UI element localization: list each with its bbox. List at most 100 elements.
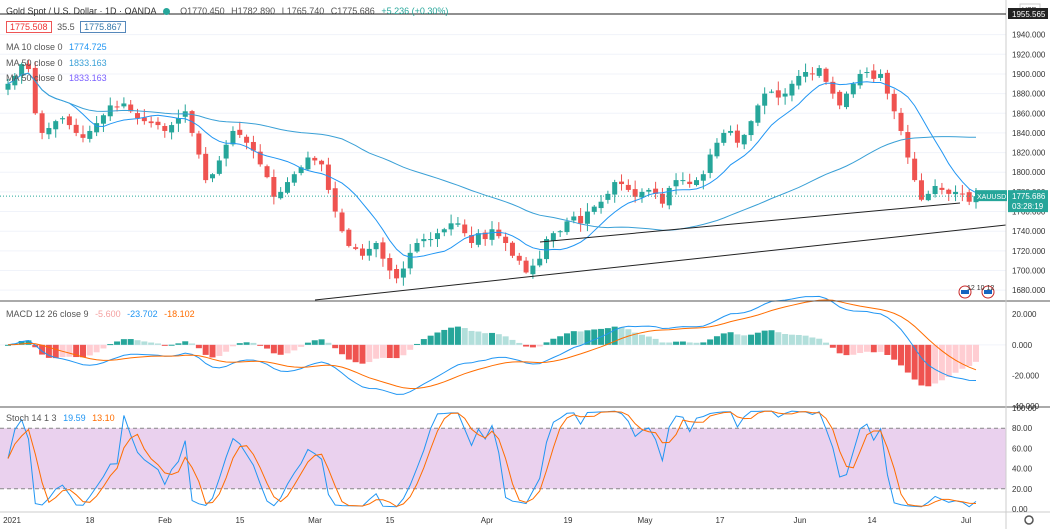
- candle-body: [898, 112, 904, 131]
- macd-histogram-bar: [236, 343, 243, 345]
- macd-line-value: -23.702: [127, 309, 158, 319]
- candle-body: [366, 248, 372, 256]
- macd-histogram-bar: [298, 344, 305, 347]
- macd-histogram-bar: [713, 336, 720, 345]
- stoch-tick-label: 80.00: [1012, 424, 1033, 433]
- macd-histogram-bar: [836, 344, 843, 354]
- macd-histogram-bar: [332, 344, 339, 349]
- macd-histogram-bar: [52, 344, 59, 359]
- macd-axis[interactable]: 20.000 0.000 -20.000 -40.000: [1012, 310, 1040, 411]
- candle-body: [469, 235, 475, 243]
- macd-histogram-bar: [563, 333, 570, 345]
- ma50-label: MA 50 close 0: [6, 58, 63, 68]
- events-label: 12 10 12: [967, 285, 994, 292]
- macd-histogram-bar: [148, 342, 155, 345]
- time-tick-label: 18: [86, 516, 95, 525]
- macd-histogram-bar: [550, 338, 557, 345]
- candle-body: [353, 247, 359, 249]
- high-value: H1782.890: [231, 6, 276, 16]
- candle-body: [571, 216, 577, 221]
- candle-body: [60, 118, 66, 120]
- ma10-label: MA 10 close 0: [6, 42, 63, 52]
- stoch-k-line: [7, 410, 977, 508]
- candle-body: [598, 201, 604, 209]
- change-value: +5.236 (+0.30%): [381, 6, 449, 16]
- macd-histogram-bar: [659, 342, 666, 345]
- candle-body: [175, 118, 181, 124]
- candle-body: [196, 133, 202, 155]
- stoch-tick-label: 0.00: [1012, 505, 1028, 514]
- candle-body: [162, 125, 168, 131]
- settings-gear-icon[interactable]: [1024, 515, 1034, 525]
- stoch-d-line: [7, 410, 977, 508]
- candle-body: [782, 93, 788, 97]
- stoch-legend[interactable]: Stoch 14 1 3 19.59 13.10: [6, 413, 115, 423]
- macd-histogram-bar: [577, 331, 584, 345]
- candle-body: [5, 83, 11, 90]
- candle-body: [605, 193, 611, 200]
- candle-body: [550, 233, 556, 241]
- last-price-box: [1008, 190, 1048, 213]
- macd-histogram-bar: [748, 334, 755, 345]
- macd-histogram-bar: [73, 344, 80, 358]
- macd-histogram-bar: [161, 344, 168, 346]
- candle-body: [789, 83, 795, 96]
- macd-histogram-bar: [679, 341, 686, 345]
- candle-body: [728, 130, 734, 133]
- candle-body: [843, 93, 849, 108]
- last-price-label: 1775.686: [1012, 192, 1046, 201]
- countdown-label: 03:28:19: [1012, 202, 1044, 211]
- sell-button[interactable]: 1775.508: [6, 21, 52, 33]
- macd-histogram-bar: [823, 342, 830, 345]
- time-axis[interactable]: 2021 18 Feb 15 Mar 15 Apr 19 May 17 Jun 14 Jul: [3, 515, 1034, 525]
- macd-histogram-bar: [250, 342, 257, 345]
- candle-body: [591, 206, 597, 212]
- candle-body: [673, 180, 679, 187]
- macd-histogram-bar: [441, 329, 448, 345]
- macd-histogram-bar: [775, 332, 782, 345]
- macd-histogram-bar: [795, 334, 802, 345]
- price-axis[interactable]: 1940.000 1920.000 1900.000 1880.000 1860.000…: [0, 3, 1048, 295]
- ma10-value: 1774.725: [69, 42, 107, 52]
- macd-histogram-bar: [468, 330, 475, 345]
- us-flag-canton-icon: [984, 290, 992, 294]
- macd-histogram-bar: [39, 344, 46, 355]
- candle-body: [278, 191, 284, 199]
- macd-histogram-bar: [189, 343, 196, 345]
- candle-body: [291, 174, 297, 183]
- candle-body: [387, 258, 393, 271]
- candle-body: [373, 243, 379, 250]
- ma50-legend[interactable]: MA 50 close 0 1833.163: [6, 58, 107, 68]
- stoch-axis[interactable]: 100.00 80.00 60.00 40.00 20.00 0.00: [1012, 404, 1037, 514]
- macd-histogram-bar: [536, 344, 543, 347]
- candle-body: [557, 231, 563, 233]
- macd-histogram-bar: [182, 341, 189, 345]
- macd-tick-label: 0.000: [1012, 341, 1033, 350]
- macd-histogram-bar: [638, 334, 645, 345]
- trendlines[interactable]: 12 10 12: [314, 202, 1007, 301]
- price-tick-label: 1820.000: [1012, 149, 1046, 158]
- candle-body: [564, 221, 570, 233]
- candle-body: [523, 260, 529, 273]
- price-tick-label: 1720.000: [1012, 247, 1046, 256]
- macd-histogram-bar: [720, 333, 727, 345]
- candle-body: [830, 81, 836, 94]
- candle-body: [135, 113, 141, 119]
- ma50b-legend[interactable]: MA 50 close 0 1833.163: [6, 73, 107, 83]
- candle-body: [857, 73, 863, 86]
- symbol-title[interactable]: Gold Spot / U.S. Dollar · 1D · OANDA: [6, 6, 157, 16]
- buy-button[interactable]: 1775.867: [80, 21, 126, 33]
- time-tick-label: Jul: [961, 516, 971, 525]
- macd-histogram-bar: [86, 344, 93, 356]
- macd-histogram-bar: [843, 344, 850, 356]
- macd-histogram-bar: [311, 340, 318, 345]
- time-tick-label: 14: [868, 516, 877, 525]
- candle-body: [966, 192, 972, 202]
- candle-body: [19, 64, 25, 76]
- macd-histogram-bar: [127, 339, 134, 345]
- candle-body: [809, 73, 815, 75]
- macd-histogram-bar: [529, 344, 536, 348]
- macd-legend[interactable]: MACD 12 26 close 9 -5.600 -23.702 -18.10…: [6, 309, 195, 319]
- ma10-legend[interactable]: MA 10 close 0 1774.725: [6, 42, 107, 52]
